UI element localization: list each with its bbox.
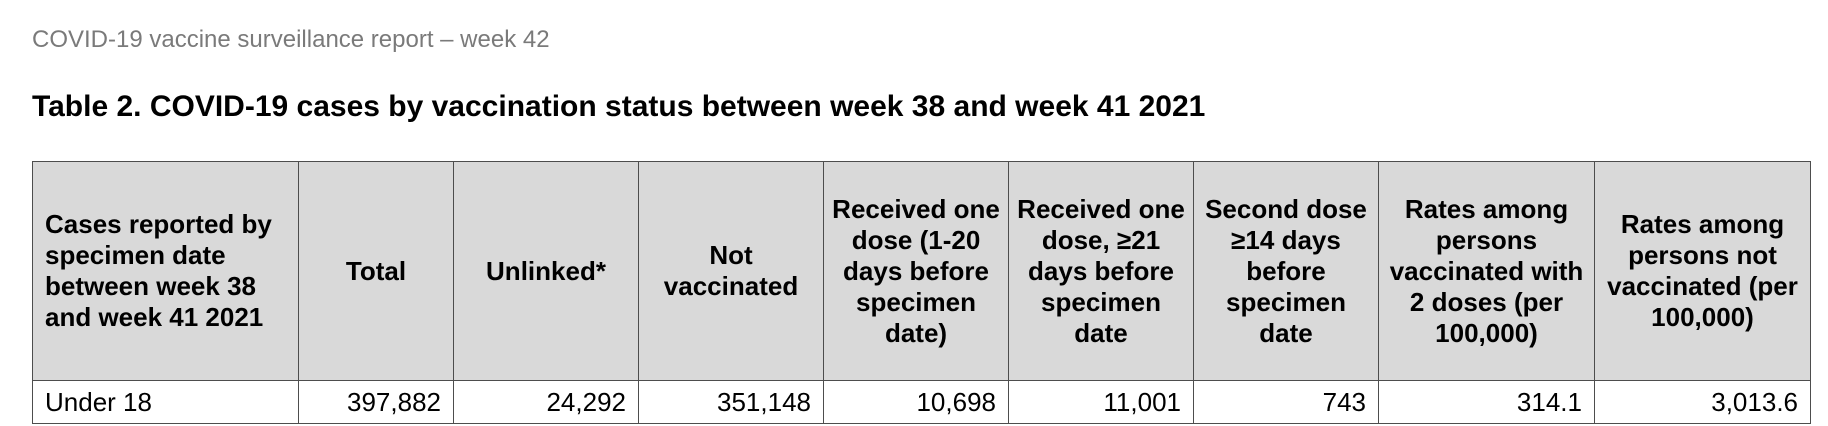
one-dose-21-days-cell: 11,001 <box>1008 380 1194 424</box>
column-header-one-dose-1-20-days: Received one dose (1-20 days before spec… <box>823 161 1009 381</box>
cases-by-vaccination-table: Cases reported by specimen date between … <box>32 161 1811 424</box>
column-header-unlinked: Unlinked* <box>453 161 639 381</box>
table-header-row: Cases reported by specimen date between … <box>32 161 1811 381</box>
row-label-cell: Under 18 <box>32 380 299 424</box>
column-header-one-dose-21-days: Received one dose, ≥21 days before speci… <box>1008 161 1194 381</box>
column-header-total: Total <box>298 161 454 381</box>
not-vaccinated-cell: 351,148 <box>638 380 824 424</box>
running-header: COVID-19 vaccine surveillance report – w… <box>32 26 550 53</box>
unlinked-cell: 24,292 <box>453 380 639 424</box>
column-header-second-dose: Second dose ≥14 days before specimen dat… <box>1193 161 1379 381</box>
total-cell: 397,882 <box>298 380 454 424</box>
rate-vaccinated-cell: 314.1 <box>1378 380 1595 424</box>
column-header-not-vaccinated: Not vaccinated <box>638 161 824 381</box>
one-dose-1-20-days-cell: 10,698 <box>823 380 1009 424</box>
second-dose-cell: 743 <box>1193 380 1379 424</box>
rate-not-vaccinated-cell: 3,013.6 <box>1594 380 1811 424</box>
table-title: Table 2. COVID-19 cases by vaccination s… <box>32 90 1206 123</box>
table-row: Under 18 397,882 24,292 351,148 10,698 1… <box>32 380 1811 424</box>
column-header-case-group: Cases reported by specimen date between … <box>32 161 299 381</box>
column-header-rate-vaccinated: Rates among persons vaccinated with 2 do… <box>1378 161 1595 381</box>
column-header-rate-not-vaccinated: Rates among persons not vaccinated (per … <box>1594 161 1811 381</box>
